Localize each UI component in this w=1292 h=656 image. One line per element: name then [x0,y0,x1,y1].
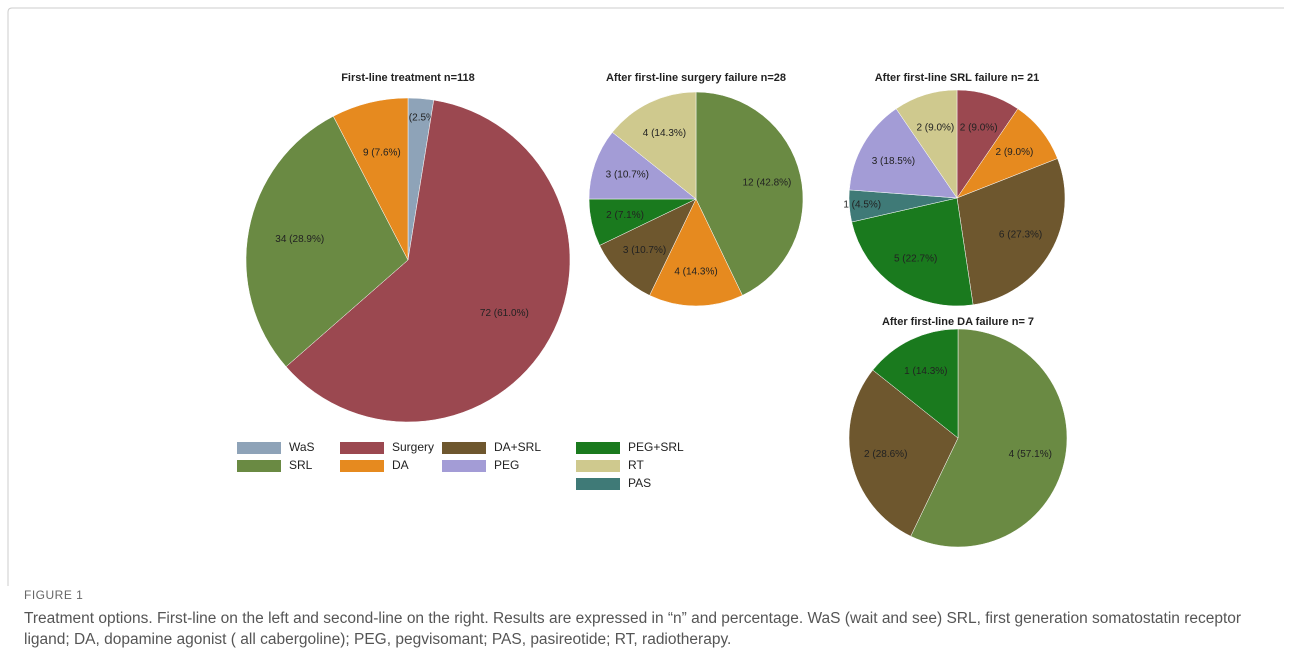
legend-swatch [340,442,384,454]
slice-label: 9 (7.6%) [363,148,401,159]
caption-label: FIGURE 1 [24,588,84,602]
slice-label: 5 (22.7%) [894,253,937,264]
slice-label: 1 (14.3%) [904,366,947,377]
chart-title: First-line treatment n=118 [341,72,475,84]
legend-swatch [340,460,384,472]
legend-label: DA+SRL [494,440,541,454]
legend-label: Surgery [392,440,434,454]
slice-label: 6 (27.3%) [999,229,1042,240]
pie-slice [849,108,958,199]
legend-label: SRL [289,458,313,472]
pie-slice [695,91,804,296]
slice-label: 3 (10.7%) [606,170,649,181]
slice-label: 2 (28.6%) [864,449,907,460]
figure: First-line treatment n=118 3 (2.5%) 72 (61… [7,7,1284,586]
caption: FIGURE 1 Treatment options. First-line o… [24,588,1274,650]
pie-slice [851,197,974,307]
slice-label: 34 (28.9%) [275,234,324,245]
pie-slice [332,97,409,261]
slice-label: 2 (9.0%) [996,147,1034,158]
slice-label: 2 (9.0%) [960,122,998,133]
pie-slice [848,369,959,537]
pie-slice [872,328,959,439]
caption-text: Treatment options. First-line on the lef… [24,610,1242,648]
legend-swatch [237,442,281,454]
legend-label: WaS [289,440,315,454]
slice-label: 72 (61.0%) [480,308,529,319]
legend-swatch [576,478,620,490]
legend-label: RT [628,458,644,472]
legend-swatch [237,460,281,472]
legend-swatch [576,460,620,472]
pie-slice [910,328,1068,548]
pie-slice [285,99,571,423]
slice-label: 12 (42.8%) [742,177,791,188]
legend-label: DA [392,458,409,472]
chart-title: After first-line DA failure n= 7 [882,316,1034,328]
slice-label: 2 (9.0%) [916,122,954,133]
pie-slice [956,158,1066,306]
pie-slice [611,91,697,200]
pie-slice [895,89,958,199]
chart-title: After first-line surgery failure n=28 [606,72,786,84]
frame [7,7,1284,586]
legend-label: PEG [494,458,519,472]
pie-slice [599,198,697,296]
slice-label: 3 (2.5%) [400,113,438,124]
chart-title: After first-line SRL failure n= 21 [875,72,1040,84]
pie-slice [649,198,743,307]
slice-label: 1 (4.5%) [843,200,881,211]
slice-label: 4 (14.3%) [643,128,686,139]
legend-label: PEG+SRL [628,440,684,454]
slice-label: 2 (7.1%) [606,210,644,221]
slice-label: 4 (57.1%) [1009,449,1052,460]
slice-label: 3 (18.5%) [872,156,915,167]
slice-label: 4 (14.3%) [674,266,717,277]
legend-swatch [442,460,486,472]
legend-swatch [576,442,620,454]
slice-label: 3 (10.7%) [623,245,666,256]
pie-slice [588,131,697,200]
pie-slice [245,115,409,368]
legend-label: PAS [628,476,651,490]
legend-swatch [442,442,486,454]
